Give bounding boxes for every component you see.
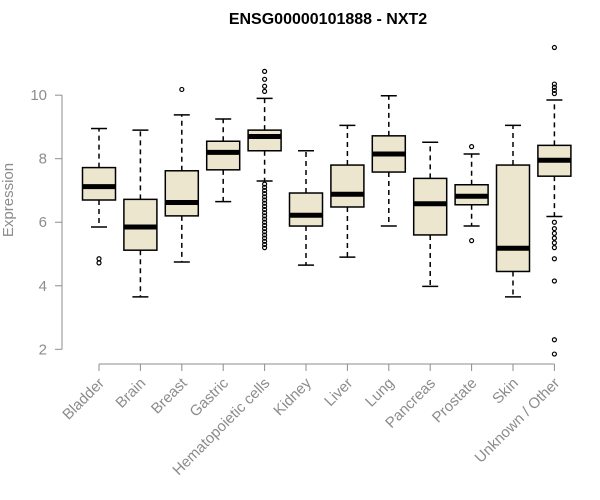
outlier-point (262, 213, 268, 219)
box-8 (412, 141, 448, 288)
iqr-box (288, 192, 324, 227)
outlier-point (551, 219, 558, 225)
outlier-point (262, 206, 268, 213)
box-7 (371, 95, 407, 227)
outlier-point (262, 200, 268, 206)
outlier-point (262, 88, 268, 94)
x-tick-label: Kidney (270, 374, 315, 419)
outlier-point (469, 144, 475, 150)
outlier-point (262, 245, 268, 251)
box-3 (205, 118, 241, 203)
outlier-point (262, 219, 268, 225)
outlier-point (551, 87, 558, 94)
outlier-point (262, 241, 268, 248)
box-2 (164, 86, 200, 263)
y-tick-label: 6 (39, 214, 47, 231)
iqr-box (495, 164, 531, 273)
outlier-point (96, 256, 102, 262)
box-11 (537, 44, 572, 357)
outlier-point (262, 181, 268, 187)
outlier-point (551, 230, 558, 236)
chart-title: ENSG00000101888 - NXT2 (229, 11, 427, 28)
outlier-point (96, 260, 102, 266)
box-1 (123, 129, 158, 298)
outlier-point (262, 83, 268, 89)
outlier-point (551, 278, 558, 284)
iqr-box (412, 177, 448, 236)
outlier-point (262, 187, 268, 194)
outlier-point (551, 44, 558, 51)
outlier-point (262, 225, 268, 232)
boxes-group (81, 44, 572, 357)
outlier-point (262, 203, 268, 209)
outlier-point (551, 84, 558, 90)
outlier-point (179, 86, 185, 93)
outlier-point (262, 235, 268, 241)
x-tick-label: Liver (321, 375, 356, 410)
outlier-point (262, 197, 268, 203)
box-10 (495, 124, 531, 298)
box-9 (454, 144, 489, 244)
outlier-point (262, 68, 268, 74)
y-axis-label: Expression (0, 163, 17, 237)
outlier-point (262, 194, 268, 200)
iqr-box (81, 166, 117, 201)
box-6 (330, 124, 365, 258)
outlier-point (551, 256, 558, 262)
x-tick-label: Bladder (59, 375, 108, 424)
box-5 (288, 150, 324, 266)
outlier-point (262, 76, 268, 82)
outlier-point (262, 210, 268, 216)
iqr-box (205, 140, 241, 171)
outlier-point (551, 351, 558, 357)
iqr-box (247, 129, 282, 152)
outlier-point (551, 81, 558, 87)
outlier-point (262, 184, 268, 190)
y-tick-label: 10 (30, 87, 47, 104)
iqr-box (164, 170, 200, 217)
y-tick-label: 4 (39, 278, 47, 295)
y-tick-label: 2 (39, 341, 47, 358)
box-4 (247, 68, 282, 251)
outlier-point (262, 216, 268, 222)
outlier-point (551, 225, 558, 232)
outlier-point (551, 337, 558, 343)
outlier-point (551, 240, 558, 246)
x-tick-label: Skin (489, 375, 522, 408)
y-tick-label: 8 (39, 151, 47, 168)
outlier-point (551, 90, 558, 97)
iqr-box (330, 164, 365, 208)
x-tick-label: Breast (148, 374, 191, 417)
x-tick-label: Prostate (429, 375, 481, 427)
y-axis: 2 4 6 8 10 (30, 87, 63, 358)
box-0 (81, 127, 117, 266)
outlier-point (551, 245, 558, 251)
outlier-point (262, 238, 268, 244)
outlier-point (262, 232, 268, 238)
x-tick-label: Lung (362, 375, 398, 411)
x-tick-label: Brain (112, 375, 149, 412)
outlier-point (262, 229, 268, 235)
outlier-point (262, 222, 268, 229)
outlier-point (262, 191, 268, 197)
outlier-point (469, 238, 475, 244)
outlier-point (551, 235, 558, 241)
